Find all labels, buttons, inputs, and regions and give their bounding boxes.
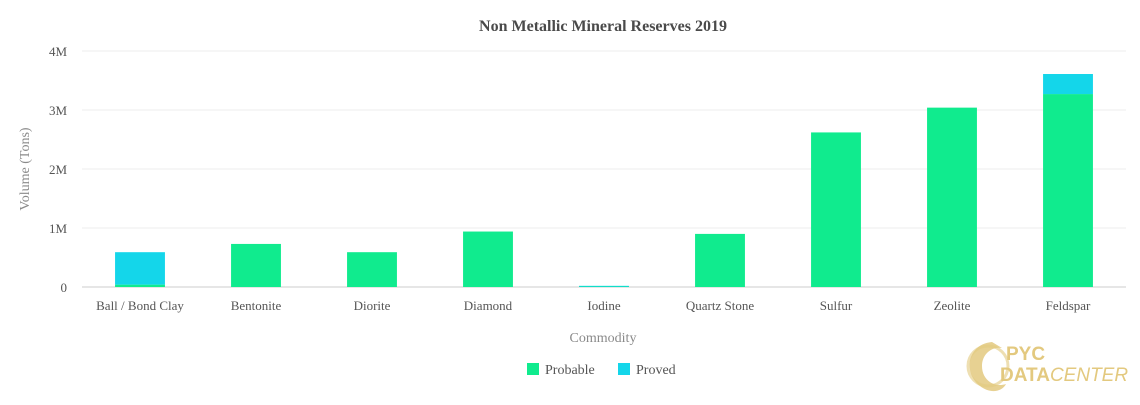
bar-probable: [463, 231, 513, 287]
bar-proved: [115, 252, 165, 285]
x-tick-label: Iodine: [587, 298, 620, 313]
bars: [115, 74, 1093, 287]
logo-swirl-icon: [969, 342, 1006, 392]
bar-probable: [347, 252, 397, 287]
legend-label-proved: Proved: [636, 363, 676, 378]
y-tick-label: 1M: [49, 221, 68, 236]
x-tick-label: Diamond: [464, 298, 513, 313]
logo-line2: DATACENTER: [1000, 365, 1128, 386]
y-tick-label: 4M: [49, 44, 68, 59]
chart-title: Non Metallic Mineral Reserves 2019: [479, 18, 727, 35]
bar-probable: [695, 233, 745, 287]
y-axis-label: Volume (Tons): [18, 127, 33, 210]
bar-probable: [927, 107, 977, 287]
x-tick-label: Quartz Stone: [686, 298, 754, 313]
bar-probable: [811, 132, 861, 287]
pyc-logo: PYC DATACENTER: [966, 342, 1128, 392]
x-tick-label: Bentonite: [231, 298, 282, 313]
bar-proved: [1043, 74, 1093, 95]
x-tick-label: Sulfur: [820, 298, 853, 313]
logo-line2-center: CENTER: [1050, 365, 1128, 386]
legend-swatch-proved: [618, 363, 630, 375]
bar-probable: [115, 284, 165, 287]
y-tick-label: 3M: [49, 103, 68, 118]
bar-proved: [579, 285, 629, 287]
x-tick-label: Feldspar: [1046, 298, 1091, 313]
legend: Probable Proved: [527, 363, 676, 378]
y-axis-ticks: 0 1M 2M 3M 4M: [49, 44, 68, 295]
bar-probable: [1043, 94, 1093, 287]
y-tick-label: 0: [61, 280, 68, 295]
legend-label-probable: Probable: [545, 363, 595, 378]
y-tick-label: 2M: [49, 162, 68, 177]
legend-swatch-probable: [527, 363, 539, 375]
x-tick-label: Zeolite: [934, 298, 971, 313]
logo-line1: PYC: [1006, 344, 1045, 365]
x-axis-label: Commodity: [570, 331, 637, 346]
logo-ring-icon: [966, 344, 1010, 388]
x-tick-label: Diorite: [354, 298, 391, 313]
bar-probable: [231, 243, 281, 287]
x-tick-label: Ball / Bond Clay: [96, 298, 184, 313]
logo-line2-data: DATA: [1000, 365, 1050, 386]
x-axis-ticks: Ball / Bond Clay Bentonite Diorite Diamond I…: [96, 298, 1091, 313]
